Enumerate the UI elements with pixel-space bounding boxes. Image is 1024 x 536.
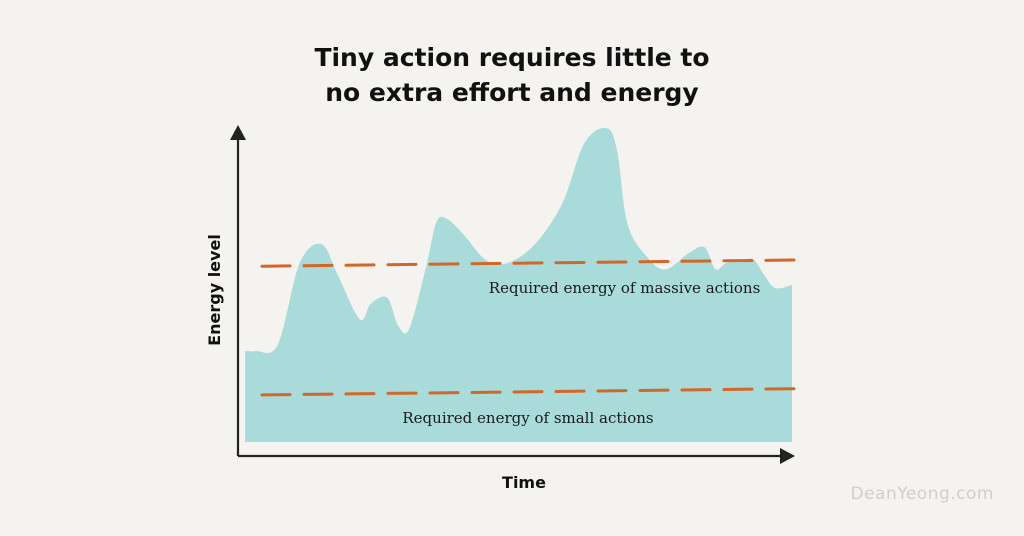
labels-layer: Required energy of massive actions Requir… xyxy=(205,234,760,492)
energy-area-series-1 xyxy=(245,127,792,442)
y-axis-label: Energy level xyxy=(205,234,224,346)
reference-line-label-2: Required energy of small actions xyxy=(402,409,653,427)
chart-title-line-1: Tiny action requires little to xyxy=(314,43,710,72)
reference-line-label-1: Required energy of massive actions xyxy=(489,279,760,297)
reference-lines-layer xyxy=(260,258,804,397)
y-axis-arrow-icon xyxy=(230,125,246,140)
x-axis-arrow-icon xyxy=(780,448,795,464)
chart-title-line-2: no extra effort and energy xyxy=(325,78,699,107)
x-axis-label: Time xyxy=(502,473,546,492)
reference-line-1 xyxy=(260,258,804,268)
watermark: DeanYeong.com xyxy=(850,484,994,504)
reference-line-2 xyxy=(260,387,804,397)
chart-title: Tiny action requires little to no extra … xyxy=(0,40,1024,110)
axes-layer xyxy=(230,125,795,464)
area-layer xyxy=(245,127,792,442)
